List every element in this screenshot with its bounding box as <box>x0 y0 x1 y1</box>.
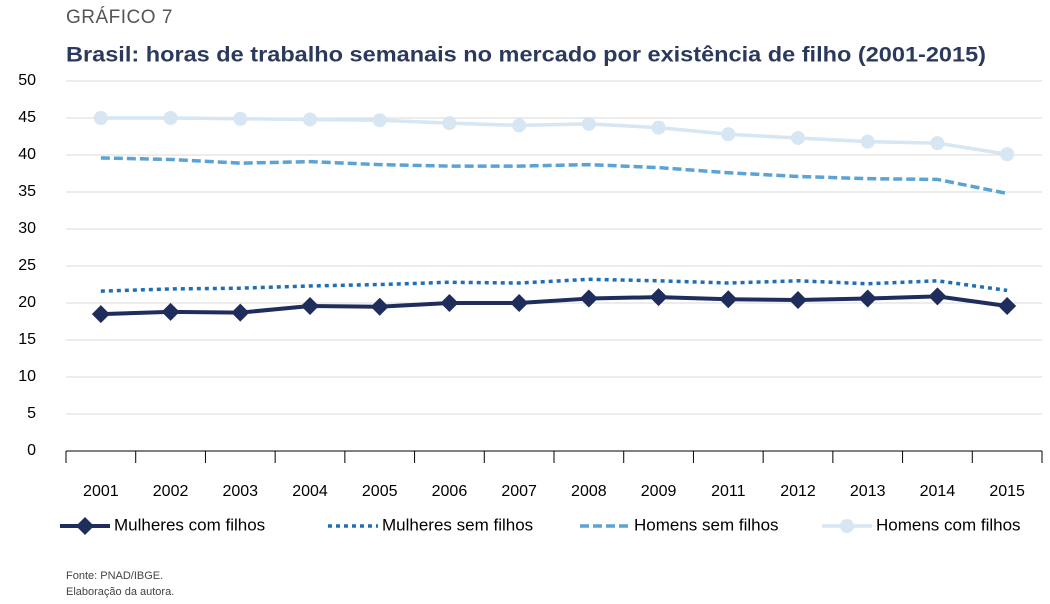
point-marker <box>998 296 1017 315</box>
point-marker <box>233 111 248 126</box>
y-tick-label: 20 <box>18 294 36 311</box>
point-marker <box>442 116 457 131</box>
x-tick-label: 2004 <box>292 483 328 500</box>
point-marker <box>440 294 459 312</box>
x-tick-label: 2006 <box>432 483 468 500</box>
point-marker <box>719 290 738 309</box>
y-tick-label: 15 <box>18 331 36 348</box>
x-tick-label: 2011 <box>711 483 746 500</box>
legend-marker <box>840 519 854 533</box>
chart-title: Brasil: horas de trabalho semanais no me… <box>66 44 986 67</box>
point-marker <box>651 120 666 135</box>
point-marker <box>163 111 178 125</box>
point-marker <box>231 303 250 322</box>
legend-label: Homens com filhos <box>876 515 1021 534</box>
source-note: Fonte: PNAD/IBGE. <box>66 570 163 582</box>
point-marker <box>91 305 110 324</box>
legend-label: Mulheres com filhos <box>114 515 265 534</box>
point-marker <box>161 302 180 321</box>
x-tick-label: 2008 <box>571 483 607 500</box>
x-tick-label: 2003 <box>222 483 258 500</box>
y-tick-label: 45 <box>18 109 36 126</box>
point-marker <box>649 288 668 307</box>
y-tick-label: 25 <box>18 257 36 274</box>
x-tick-label: 2013 <box>850 483 886 500</box>
series-line <box>100 277 1008 293</box>
series-line <box>100 156 1008 196</box>
legend-marker <box>76 517 94 535</box>
point-marker <box>789 291 807 310</box>
point-marker <box>579 289 598 308</box>
point-marker <box>303 112 317 127</box>
x-tick-label: 2015 <box>989 483 1025 500</box>
point-marker <box>791 130 805 145</box>
x-tick-label: 2009 <box>641 483 677 500</box>
x-tick-label: 2001 <box>83 483 119 500</box>
point-marker <box>510 294 529 312</box>
x-tick-label: 2012 <box>780 483 816 500</box>
legend-label: Mulheres sem filhos <box>382 515 533 534</box>
point-marker <box>581 116 596 131</box>
y-tick-label: 0 <box>27 442 36 459</box>
point-marker <box>372 113 387 128</box>
author-note: Elaboração da autora. <box>66 586 174 598</box>
x-tick-label: 2014 <box>920 483 956 500</box>
series-line <box>100 294 1008 317</box>
point-marker <box>928 287 947 306</box>
point-marker <box>93 111 108 125</box>
y-tick-label: 30 <box>18 220 36 237</box>
point-marker <box>512 118 527 133</box>
point-marker <box>1000 147 1015 162</box>
x-tick-label: 2007 <box>501 483 537 500</box>
point-marker <box>301 296 319 315</box>
chart-label: GRÁFICO 7 <box>66 7 173 28</box>
y-tick-label: 5 <box>27 405 36 422</box>
y-tick-label: 40 <box>18 146 36 163</box>
x-tick-label: 2002 <box>153 483 189 500</box>
point-marker <box>858 289 877 308</box>
point-marker <box>721 127 736 142</box>
point-marker <box>860 134 875 149</box>
x-tick-label: 2005 <box>362 483 398 500</box>
series-line <box>100 116 1008 156</box>
y-tick-label: 10 <box>18 368 36 385</box>
point-marker <box>930 136 945 151</box>
legend-label: Homens sem filhos <box>634 515 779 534</box>
point-marker <box>370 297 389 316</box>
y-tick-label: 50 <box>18 72 36 89</box>
y-tick-label: 35 <box>18 183 36 200</box>
